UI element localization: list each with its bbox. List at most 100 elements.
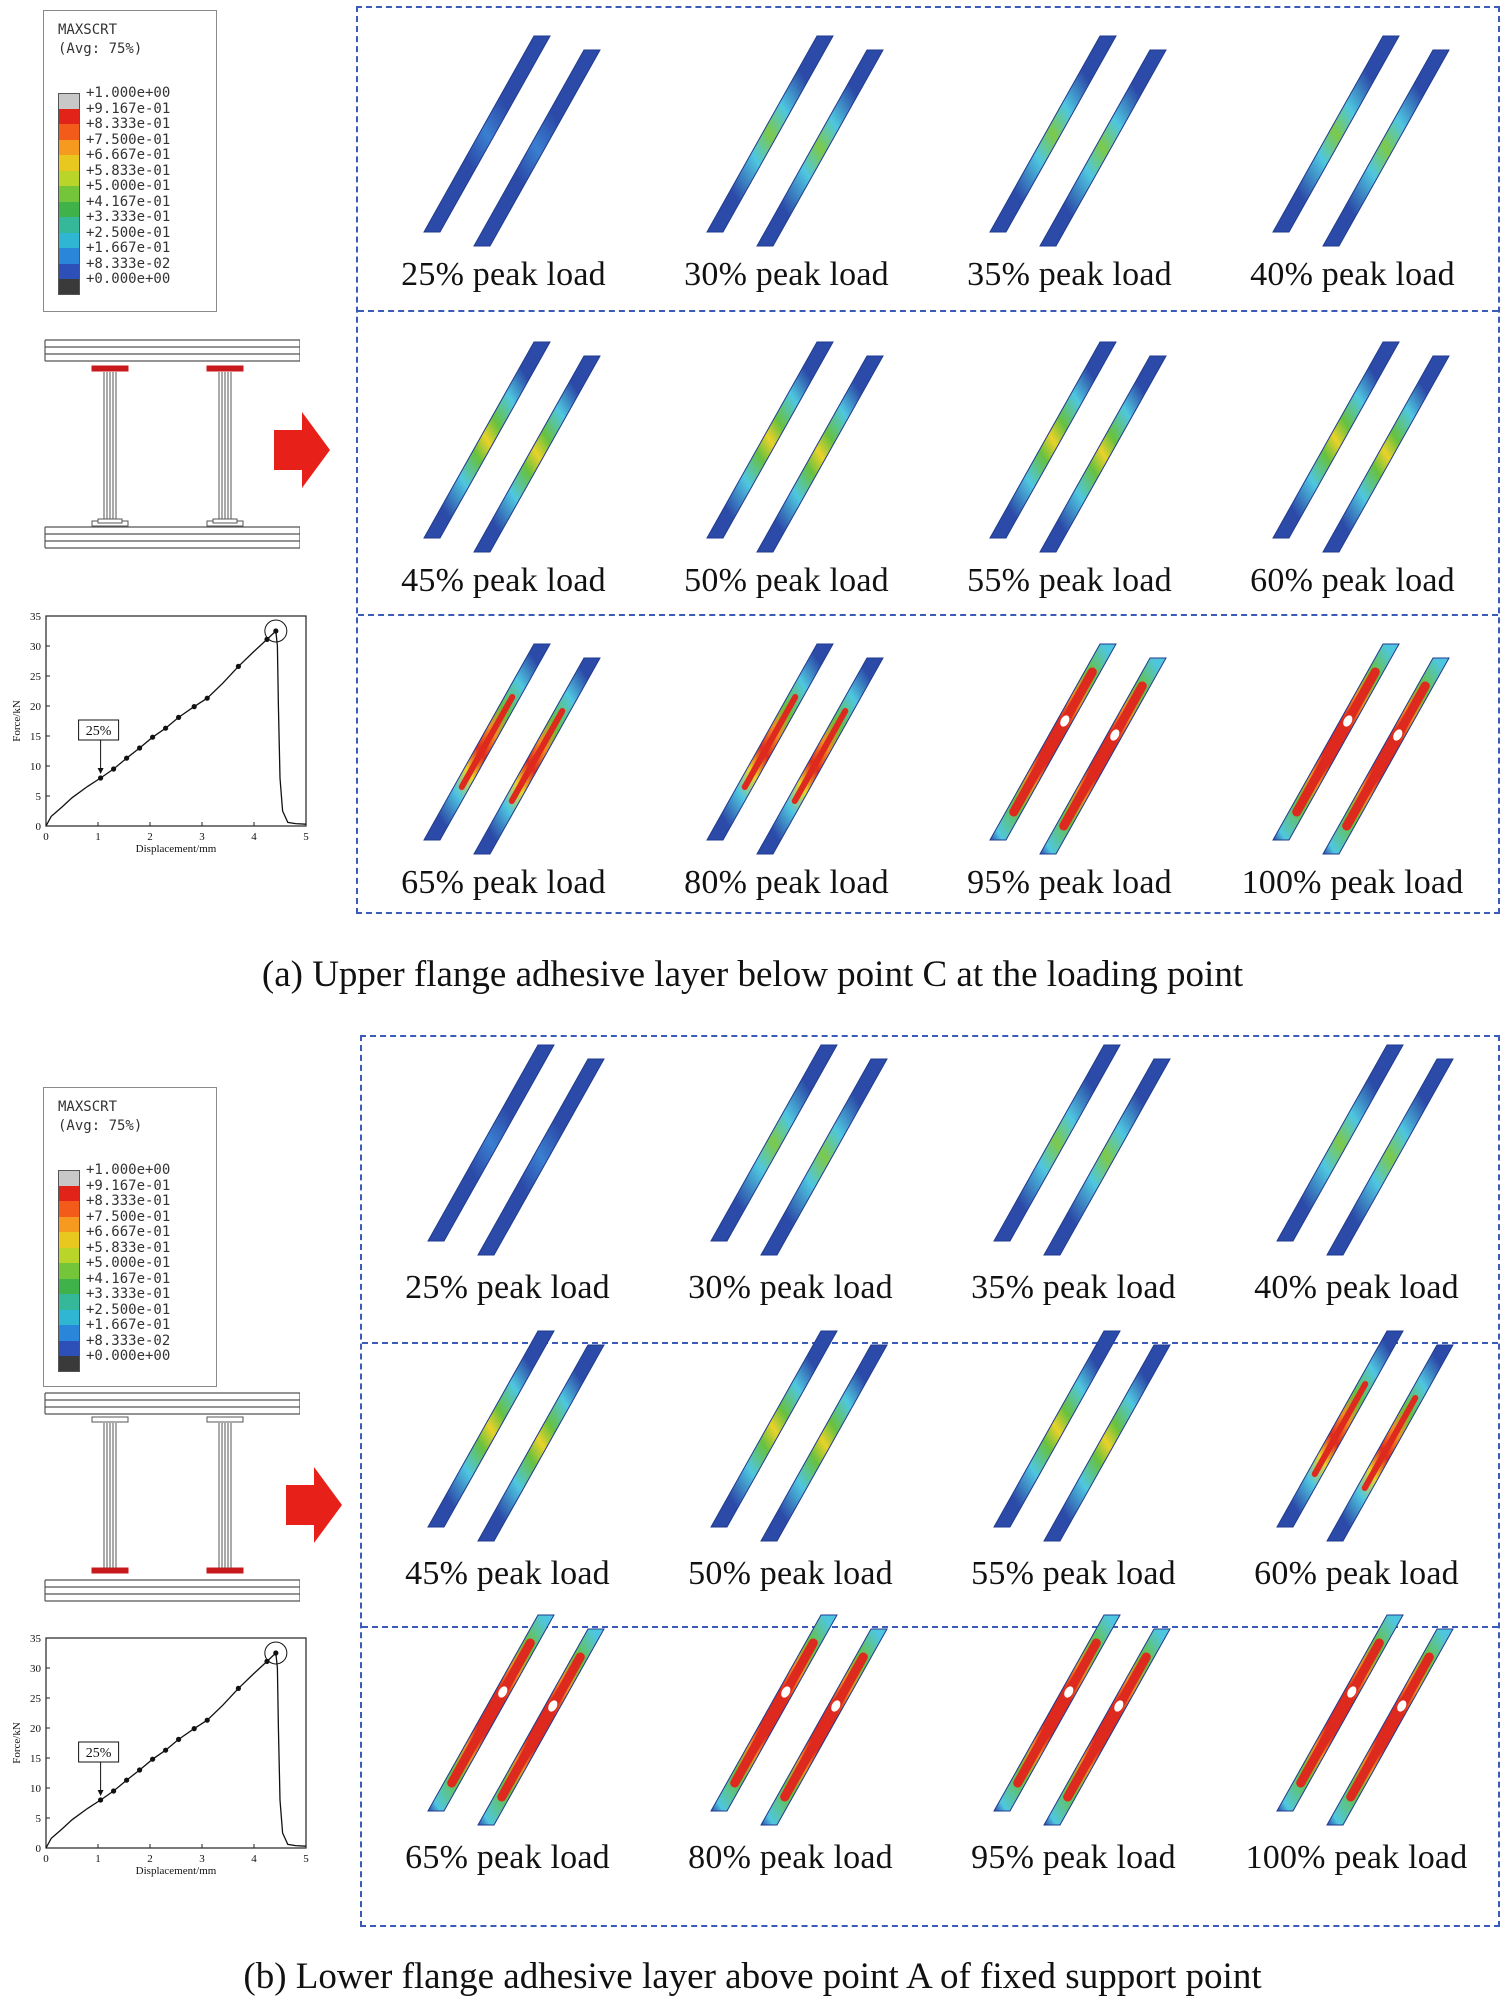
load-label: 35% peak load <box>971 1269 1176 1306</box>
contour-cell: 65% peak load <box>362 636 645 936</box>
legend-value: +8.333e-02 <box>86 255 171 272</box>
legend-swatch <box>58 232 80 248</box>
x-axis-label: Displacement/mm <box>136 1865 217 1877</box>
contour-plot <box>709 1330 888 1542</box>
y-tick-label: 30 <box>30 1663 42 1675</box>
legend-value: +1.000e+00 <box>86 85 171 102</box>
legend-title-line1: MAXSCRT <box>58 1099 118 1115</box>
legend-title-line2: (Avg: 75%) <box>58 1118 143 1134</box>
load-label: 55% peak load <box>971 1555 1176 1592</box>
data-point <box>264 1658 270 1664</box>
adhesive-strip <box>1271 341 1400 539</box>
data-point <box>150 1756 156 1762</box>
load-label: 95% peak load <box>971 1839 1176 1876</box>
data-point <box>191 704 197 710</box>
contour-plot <box>422 35 601 247</box>
legend-entry: +5.000e-01 <box>58 179 170 202</box>
panel-a: MAXSCRT (Avg: 75%) +1.000e+00 +9.167e-01 +… <box>0 0 1505 1000</box>
legend-title: MAXSCRT (Avg: 75%) <box>58 1098 142 1136</box>
legend-entry: +8.333e-01 <box>58 117 170 140</box>
damage-zone <box>1311 1381 1368 1477</box>
x-tick-label: 3 <box>199 831 205 843</box>
y-tick-label: 5 <box>36 1813 42 1825</box>
legend-value: +9.167e-01 <box>86 100 171 117</box>
x-axis-label: Displacement/mm <box>136 843 217 855</box>
contour-cell: 45% peak load <box>362 334 645 634</box>
legend-swatch <box>58 1185 80 1201</box>
annotation-box <box>78 719 120 741</box>
contour-cell: 100% peak load <box>1215 1607 1498 1887</box>
contour-cell: 45% peak load <box>366 1323 649 1603</box>
legend-entry: +3.333e-01 <box>58 210 170 233</box>
load-label: 100% peak load <box>1241 864 1464 901</box>
contour-legend: MAXSCRT (Avg: 75%) +1.000e+00 +9.167e-01 +… <box>43 1087 217 1387</box>
damage-zone <box>1345 1652 1434 1802</box>
legend-swatch <box>58 1356 80 1372</box>
damage-zone <box>729 1638 818 1788</box>
contour-plot <box>988 341 1167 553</box>
data-point <box>264 636 270 642</box>
contour-plot <box>1271 643 1450 855</box>
legend-title-line2: (Avg: 75%) <box>58 41 143 57</box>
legend-swatch <box>58 1325 80 1341</box>
data-point <box>98 775 104 781</box>
annotation-label: 25% <box>86 1746 112 1761</box>
legend-value: +8.333e-02 <box>86 1332 171 1349</box>
contour-cell: 60% peak load <box>1215 1323 1498 1603</box>
adhesive-strip <box>1038 355 1167 553</box>
contour-plot <box>1275 1614 1454 1826</box>
adhesive-strip <box>422 341 551 539</box>
adhesive-strip <box>1271 35 1400 233</box>
legend-entry: +4.167e-01 <box>58 194 170 217</box>
x-tick-label: 2 <box>147 1853 153 1865</box>
damage-zone <box>496 1652 585 1802</box>
legend-swatch <box>58 170 80 186</box>
legend-entry: +5.833e-01 <box>58 163 170 186</box>
legend-swatch <box>58 1216 80 1232</box>
adhesive-strip <box>1038 49 1167 247</box>
i-beam-schematic <box>44 1392 300 1602</box>
contour-plot <box>422 643 601 855</box>
data-point <box>137 1767 143 1773</box>
legend-swatch <box>58 1294 80 1310</box>
adhesive-strip <box>755 49 884 247</box>
legend-value: +5.000e-01 <box>86 178 171 195</box>
legend-entry: +9.167e-01 <box>58 101 170 124</box>
data-point <box>273 1650 279 1656</box>
contour-cell: 25% peak load <box>362 28 645 328</box>
load-label: 50% peak load <box>688 1555 893 1592</box>
y-tick-label: 35 <box>30 611 42 623</box>
data-point <box>235 1685 241 1691</box>
legend-entry: +8.333e-02 <box>58 256 170 279</box>
legend-value: +3.333e-01 <box>86 209 171 226</box>
contour-plot <box>705 341 884 553</box>
legend-rows: +1.000e+00 +9.167e-01 +8.333e-01 +7.500e-01… <box>58 1163 171 1372</box>
y-tick-label: 5 <box>36 791 42 803</box>
x-tick-label: 5 <box>303 1853 309 1865</box>
contour-grid-a <box>356 6 1500 914</box>
legend-value: +0.000e+00 <box>86 271 171 288</box>
adhesive-strip <box>1042 1344 1171 1542</box>
contour-grid-b <box>360 1035 1500 1927</box>
damage-zone <box>1012 1638 1101 1788</box>
data-point <box>163 1747 169 1753</box>
y-tick-label: 15 <box>30 731 42 743</box>
damage-zone <box>779 1652 868 1802</box>
adhesive-strip <box>759 1344 888 1542</box>
data-point <box>273 628 279 634</box>
load-label: 25% peak load <box>405 1269 610 1306</box>
load-label: 80% peak load <box>684 864 889 901</box>
legend-value: +7.500e-01 <box>86 1208 171 1225</box>
adhesive-strip <box>1321 49 1450 247</box>
contour-cell: 50% peak load <box>645 334 928 634</box>
damage-zone <box>508 708 565 804</box>
contour-plot <box>988 643 1167 855</box>
legend-entry: +7.500e-01 <box>58 1209 170 1232</box>
adhesive-strip <box>988 35 1117 233</box>
legend-entry: +2.500e-01 <box>58 225 170 248</box>
contour-plot <box>1275 1330 1454 1542</box>
load-label: 40% peak load <box>1250 256 1455 293</box>
legend-rows: +1.000e+00 +9.167e-01 +8.333e-01 +7.500e-01… <box>58 86 171 295</box>
legend-value: +1.000e+00 <box>86 1162 171 1179</box>
failure-gap <box>1059 715 1069 727</box>
